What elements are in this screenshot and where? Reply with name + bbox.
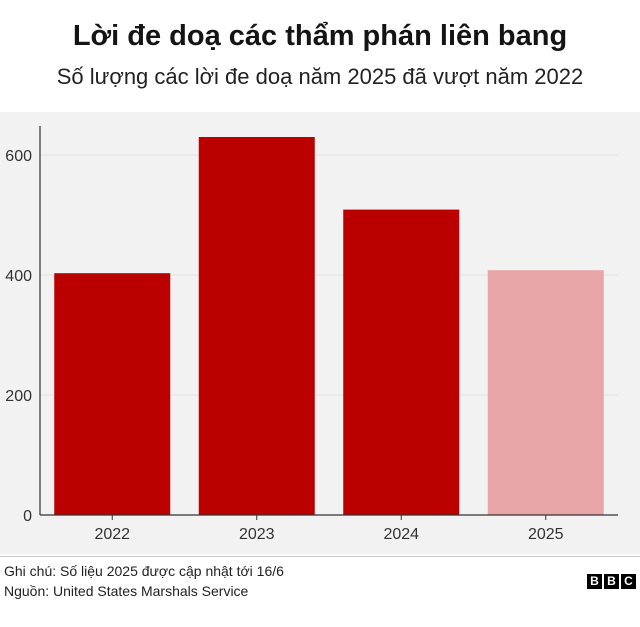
bar-2023 [198,137,315,515]
y-tick-label: 600 [5,148,32,165]
bbc-logo-letter-c: C [621,574,636,589]
bar-2022 [54,273,171,515]
chart-panel: 0 200 400 600 2022 2023 2024 2025 [0,112,640,554]
y-tick-label: 200 [5,388,32,405]
chart-subtitle: Số lượng các lời đe doạ năm 2025 đã vượt… [56,64,584,89]
y-tick-label: 400 [5,268,32,285]
footnote: Ghi chú: Số liệu 2025 được cập nhật tới … [4,563,284,579]
x-tick-label: 2022 [94,526,130,543]
source-credit: Nguồn: United States Marshals Service [4,583,249,599]
bar-chart: 0 200 400 600 2022 2023 2024 2025 [5,126,618,543]
bbc-logo-letter-b1: B [587,574,602,589]
y-tick-label: 0 [23,508,32,525]
footer-divider [0,556,640,557]
x-tick-label: 2025 [528,526,564,543]
bar-2025 [487,270,604,515]
bbc-logo-letter-b2: B [604,574,619,589]
x-tick-label: 2023 [239,526,275,543]
chart-title: Lời đe doạ các thẩm phán liên bang [72,20,568,52]
bar-2024 [343,209,460,515]
bbc-logo: B B C [587,574,636,589]
x-tick-label: 2024 [383,526,419,543]
